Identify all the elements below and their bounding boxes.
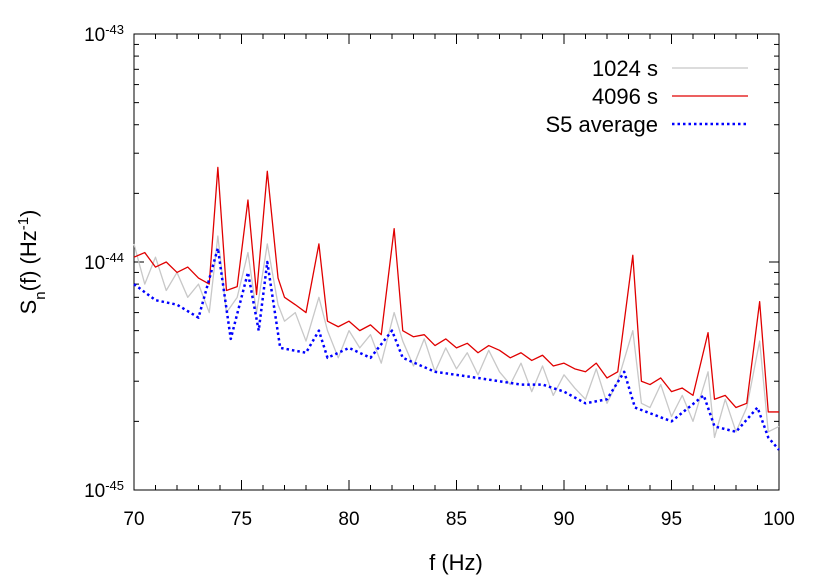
y-tick-label: 10-43: [84, 22, 124, 47]
y-tick-base: 10: [84, 253, 105, 274]
y-label-sub: n: [32, 291, 49, 299]
series-line: [133, 235, 780, 439]
y-tick-exponent: -43: [105, 22, 124, 37]
y-label-sup: -1: [15, 217, 32, 230]
y-label-end: ): [16, 210, 41, 217]
x-tick-label: 70: [123, 509, 144, 530]
x-tick-label: 80: [338, 509, 359, 530]
x-axis-label: f (Hz): [429, 550, 483, 575]
y-tick-exponent: -45: [105, 478, 124, 493]
series-line: [133, 246, 780, 451]
x-tick-label: 95: [661, 509, 682, 530]
legend-label: 4096 s: [592, 84, 658, 109]
y-tick-base: 10: [84, 481, 105, 502]
x-tick-label: 90: [553, 509, 574, 530]
legend-label: 1024 s: [592, 56, 658, 81]
y-axis-label: Sn(f) (Hz-1): [15, 210, 49, 315]
y-label-main: S: [16, 300, 41, 315]
x-tick-label: 100: [763, 509, 795, 530]
y-tick-label: 10-45: [84, 478, 124, 503]
y-tick-label: 10-44: [84, 250, 124, 275]
y-label-mid: (f) (Hz: [16, 230, 41, 291]
y-tick-base: 10: [84, 25, 105, 46]
series-line: [133, 166, 779, 413]
plot-frame: [133, 33, 780, 491]
y-tick-exponent: -44: [105, 250, 124, 265]
legend-label: S5 average: [545, 112, 658, 137]
x-tick-label: 75: [231, 509, 252, 530]
x-tick-label: 85: [446, 509, 467, 530]
